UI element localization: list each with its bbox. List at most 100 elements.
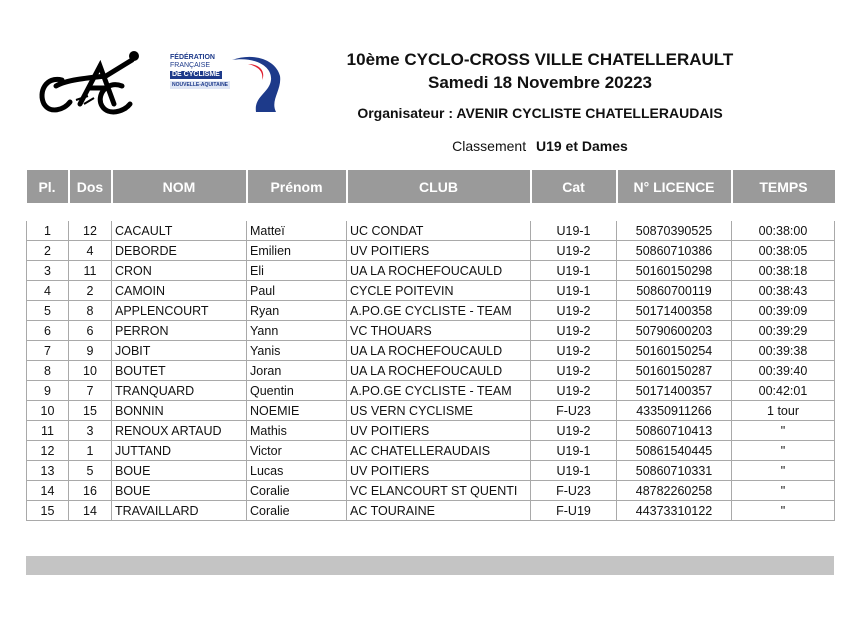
cell-bib: 9 <box>68 340 112 361</box>
cell-place: 12 <box>26 440 69 461</box>
cell-category: F-U23 <box>530 480 617 501</box>
cell-lastname: JOBIT <box>111 340 247 361</box>
cell-lastname: RENOUX ARTAUD <box>111 420 247 441</box>
cell-bib: 5 <box>68 460 112 481</box>
header-club: CLUB <box>345 170 531 203</box>
cell-bib: 3 <box>68 420 112 441</box>
cell-bib: 1 <box>68 440 112 461</box>
cell-bib: 7 <box>68 380 112 401</box>
cell-firstname: Lucas <box>246 460 347 481</box>
cell-club: UV POITIERS <box>346 460 531 481</box>
cell-club: VC THOUARS <box>346 320 531 341</box>
cell-firstname: Coralie <box>246 500 347 521</box>
cell-lastname: CAMOIN <box>111 280 247 301</box>
table-row: 6 6 PERRON Yann VC THOUARS U19-2 50790600203 00… <box>26 320 835 341</box>
cell-place: 4 <box>26 280 69 301</box>
cell-firstname: Paul <box>246 280 347 301</box>
cell-firstname: Victor <box>246 440 347 461</box>
federation-swoosh-icon <box>232 56 281 112</box>
cell-club: A.PO.GE CYCLISTE - TEAM <box>346 380 531 401</box>
cell-category: U19-2 <box>530 340 617 361</box>
cell-time: 00:38:18 <box>731 260 835 281</box>
table-row: 1 12 CACAULT Matteï UC CONDAT U19-1 5087039052… <box>26 221 835 241</box>
cell-category: U19-1 <box>530 440 617 461</box>
club-logo <box>39 51 139 115</box>
cell-club: A.PO.GE CYCLISTE - TEAM <box>346 300 531 321</box>
cell-time: 00:39:29 <box>731 320 835 341</box>
cell-place: 13 <box>26 460 69 481</box>
cell-club: UC CONDAT <box>346 221 531 241</box>
cell-licence: 48782260258 <box>616 480 732 501</box>
cell-licence: 50861540445 <box>616 440 732 461</box>
cell-licence: 50171400358 <box>616 300 732 321</box>
cell-club: UV POITIERS <box>346 420 531 441</box>
table-row: 2 4 DEBORDE Emilien UV POITIERS U19-2 50860710… <box>26 240 835 261</box>
cell-category: U19-1 <box>530 280 617 301</box>
cell-time: 00:38:00 <box>731 221 835 241</box>
cell-bib: 2 <box>68 280 112 301</box>
header-licence: N° LICENCE <box>615 170 732 203</box>
cell-place: 11 <box>26 420 69 441</box>
cell-bib: 6 <box>68 320 112 341</box>
cell-category: U19-1 <box>530 260 617 281</box>
table-row: 9 7 TRANQUARD Quentin A.PO.GE CYCLISTE - TEA… <box>26 380 835 401</box>
cell-lastname: PERRON <box>111 320 247 341</box>
cell-category: U19-2 <box>530 320 617 341</box>
cell-licence: 50790600203 <box>616 320 732 341</box>
cell-category: U19-2 <box>530 420 617 441</box>
cell-time: " <box>731 420 835 441</box>
cell-club: CYCLE POITEVIN <box>346 280 531 301</box>
table-row: 11 3 RENOUX ARTAUD Mathis UV POITIERS U19-2 50… <box>26 420 835 441</box>
cell-bib: 10 <box>68 360 112 381</box>
event-title: 10ème CYCLO-CROSS VILLE CHATELLERAULT <box>346 50 734 69</box>
cell-time: 00:38:05 <box>731 240 835 261</box>
cell-time: 00:39:38 <box>731 340 835 361</box>
cell-place: 8 <box>26 360 69 381</box>
federation-line3: DE CYCLISME <box>170 71 222 79</box>
cell-place: 7 <box>26 340 69 361</box>
table-row: 13 5 BOUE Lucas UV POITIERS U19-1 50860710331 " <box>26 460 835 481</box>
federation-logo-text: FÉDÉRATION FRANÇAISE DE CYCLISME NOUVELL… <box>170 54 234 89</box>
cell-bib: 4 <box>68 240 112 261</box>
cell-lastname: TRAVAILLARD <box>111 500 247 521</box>
cell-firstname: Eli <box>246 260 347 281</box>
cell-club: UA LA ROCHEFOUCAULD <box>346 360 531 381</box>
federation-line1: FÉDÉRATION <box>170 54 215 61</box>
table-row: 4 2 CAMOIN Paul CYCLE POITEVIN U19-1 508607001… <box>26 280 835 301</box>
table-row: 5 8 APPLENCOURT Ryan A.PO.GE CYCLISTE - TEAM… <box>26 300 835 321</box>
cell-firstname: Mathis <box>246 420 347 441</box>
cell-licence: 50860710413 <box>616 420 732 441</box>
cell-time: 1 tour <box>731 400 835 421</box>
classement-category: U19 et Dames <box>535 138 628 154</box>
cell-bib: 14 <box>68 500 112 521</box>
cell-place: 2 <box>26 240 69 261</box>
cell-place: 1 <box>26 221 69 241</box>
cell-category: F-U23 <box>530 400 617 421</box>
federation-line2: FRANÇAISE <box>170 62 211 69</box>
cell-place: 15 <box>26 500 69 521</box>
cell-lastname: BOUE <box>111 460 247 481</box>
cell-time: " <box>731 480 835 501</box>
cell-lastname: BOUE <box>111 480 247 501</box>
cell-licence: 50860700119 <box>616 280 732 301</box>
table-header-row: Pl. Dos NOM Prénom CLUB Cat N° LICENCE TEMPS <box>26 170 835 203</box>
cell-club: AC CHATELLERAUDAIS <box>346 440 531 461</box>
cell-licence: 50160150287 <box>616 360 732 381</box>
cell-time: " <box>731 500 835 521</box>
cell-firstname: Ryan <box>246 300 347 321</box>
cell-licence: 44373310122 <box>616 500 732 521</box>
cell-place: 6 <box>26 320 69 341</box>
table-row: 15 14 TRAVAILLARD Coralie AC TOURAINE F-U19 44… <box>26 500 835 521</box>
cell-category: F-U19 <box>530 500 617 521</box>
federation-line4: NOUVELLE-AQUITAINE <box>170 81 231 89</box>
cell-time: 00:42:01 <box>731 380 835 401</box>
event-date: Samedi 18 Novembre 20223 <box>428 73 652 92</box>
cell-firstname: Emilien <box>246 240 347 261</box>
cell-club: UA LA ROCHEFOUCAULD <box>346 340 531 361</box>
cell-firstname: Yann <box>246 320 347 341</box>
cell-lastname: DEBORDE <box>111 240 247 261</box>
cell-time: " <box>731 440 835 461</box>
cell-place: 14 <box>26 480 69 501</box>
cell-category: U19-2 <box>530 380 617 401</box>
cell-licence: 50870390525 <box>616 221 732 241</box>
